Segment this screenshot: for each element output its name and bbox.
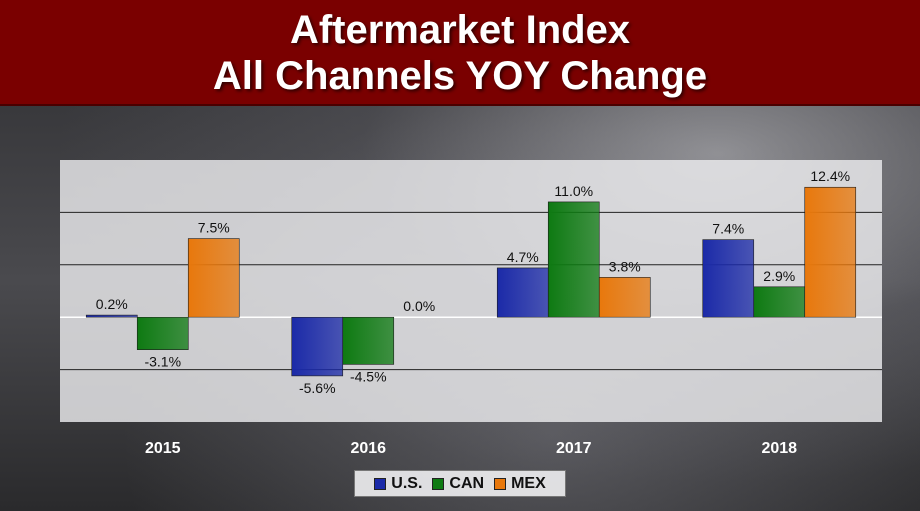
legend-item-mex: MEX	[494, 475, 546, 493]
data-label: -5.6%	[299, 380, 336, 396]
data-label: 7.5%	[198, 220, 230, 236]
legend-swatch-can	[432, 477, 445, 490]
x-tick-label: 2018	[761, 440, 797, 457]
chart-title-line-1: Aftermarket Index	[289, 8, 631, 52]
x-tick-label: 2017	[556, 440, 592, 457]
data-label: 7.4%	[712, 221, 744, 237]
bar-us-2018	[702, 239, 755, 318]
legend-label-us: U.S.	[391, 474, 423, 492]
bar-mex-2015	[187, 238, 240, 318]
legend-swatch-us	[374, 477, 387, 490]
bar-can-2016	[342, 316, 395, 365]
bar-us-2016	[291, 316, 344, 377]
data-label: 11.0%	[554, 183, 593, 199]
legend-label-mex: MEX	[511, 474, 546, 492]
title-banner: Aftermarket Index All Channels YOY Chang…	[0, 0, 920, 106]
chart-title-line-2: All Channels YOY Change	[212, 54, 708, 98]
legend-swatch-mex	[494, 477, 507, 490]
bar-mex-2018	[804, 186, 857, 318]
data-label: 12.4%	[810, 168, 850, 184]
data-label: 0.2%	[96, 296, 128, 312]
bar-us-2015	[85, 314, 138, 318]
data-label: 3.8%	[609, 258, 641, 274]
data-label: -3.1%	[144, 354, 181, 370]
bar-us-2017	[496, 267, 549, 318]
legend-label-can: CAN	[449, 474, 485, 492]
legend-item-can: CAN	[432, 475, 484, 493]
x-tick-label: 2015	[145, 440, 181, 457]
data-label: -4.5%	[350, 368, 387, 384]
bar-can-2015	[136, 316, 189, 350]
legend-item-us: U.S.	[374, 475, 422, 493]
data-label: 2.9%	[763, 268, 795, 284]
bar-can-2018	[753, 286, 806, 318]
bar-mex-2017	[598, 277, 651, 318]
data-label: 4.7%	[507, 249, 539, 265]
x-tick-label: 2016	[350, 440, 386, 457]
bar-can-2017	[547, 201, 600, 318]
data-label: 0.0%	[403, 298, 435, 314]
legend: U.S. CAN MEX	[354, 470, 566, 497]
